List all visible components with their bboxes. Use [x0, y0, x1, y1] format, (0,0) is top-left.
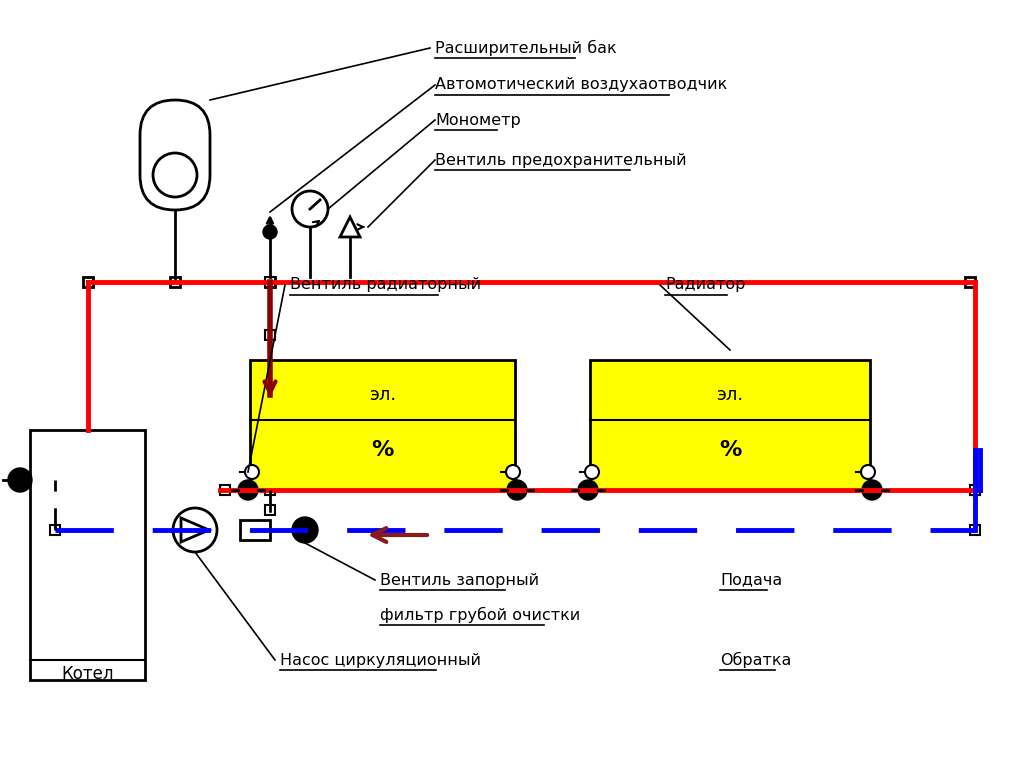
Text: Монометр: Монометр: [435, 113, 521, 127]
FancyBboxPatch shape: [30, 430, 145, 680]
Bar: [970, 485, 980, 495]
Bar: [265, 277, 275, 287]
Bar: [240, 485, 250, 495]
Bar: [83, 277, 93, 287]
Text: Вентиль запорный: Вентиль запорный: [380, 572, 539, 587]
Text: эл.: эл.: [369, 386, 396, 404]
Bar: [515, 485, 525, 495]
Text: Насос циркуляционный: Насос циркуляционный: [280, 652, 481, 668]
Circle shape: [238, 480, 258, 500]
Circle shape: [245, 465, 259, 479]
Polygon shape: [340, 217, 360, 237]
Text: эл.: эл.: [716, 386, 744, 404]
Text: фильтр грубой очистки: фильтр грубой очистки: [380, 607, 581, 623]
Text: Подача: Подача: [720, 572, 782, 587]
Bar: [250, 360, 515, 490]
Circle shape: [8, 468, 32, 492]
Circle shape: [861, 465, 875, 479]
Text: Расширительный бак: Расширительный бак: [435, 40, 617, 56]
Circle shape: [263, 225, 277, 239]
Bar: [265, 330, 275, 340]
Text: Автомотический воздухаотводчик: Автомотический воздухаотводчик: [435, 77, 727, 92]
Text: Вентиль предохранительный: Вентиль предохранительный: [435, 152, 686, 167]
Bar: [870, 485, 880, 495]
Circle shape: [506, 465, 520, 479]
Circle shape: [585, 465, 599, 479]
Bar: [220, 485, 230, 495]
Text: Радиатор: Радиатор: [665, 278, 745, 292]
Bar: [970, 485, 980, 495]
Text: Обратка: Обратка: [720, 652, 791, 668]
Polygon shape: [181, 518, 209, 542]
Text: Котел: Котел: [62, 665, 114, 683]
Circle shape: [292, 191, 328, 227]
Bar: [50, 525, 60, 535]
Circle shape: [862, 480, 882, 500]
Bar: [265, 485, 275, 495]
FancyBboxPatch shape: [140, 100, 210, 210]
Text: Вентиль радиаторный: Вентиль радиаторный: [290, 278, 481, 292]
Text: %: %: [371, 440, 394, 460]
Bar: [240, 520, 270, 540]
Text: %: %: [719, 440, 741, 460]
Bar: [265, 505, 275, 515]
Circle shape: [173, 508, 218, 552]
Circle shape: [507, 480, 527, 500]
Bar: [170, 277, 180, 287]
Bar: [265, 277, 275, 287]
Bar: [580, 485, 590, 495]
Bar: [970, 525, 980, 535]
Circle shape: [292, 517, 318, 543]
Bar: [590, 360, 870, 490]
Circle shape: [578, 480, 598, 500]
Bar: [965, 277, 975, 287]
